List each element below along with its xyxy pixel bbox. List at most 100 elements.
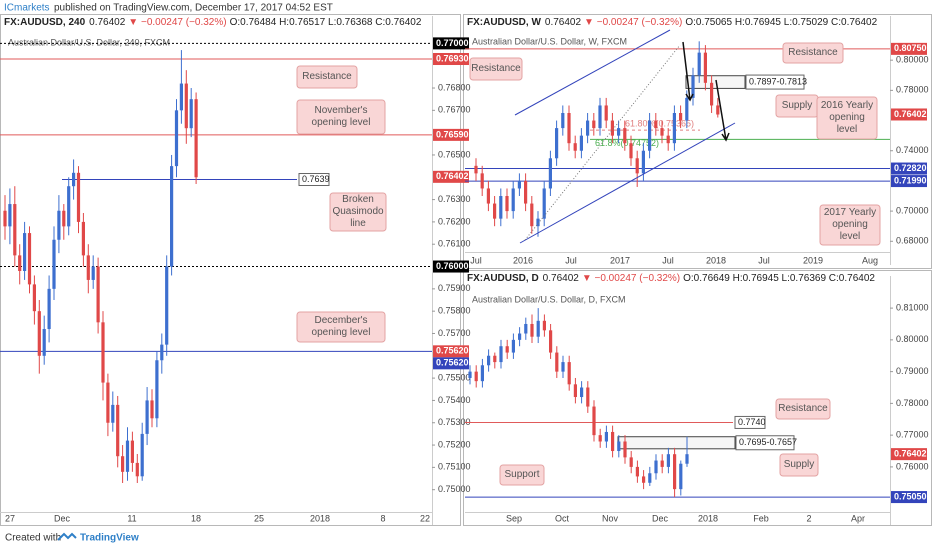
candle-body bbox=[62, 210, 66, 227]
price-badge bbox=[433, 357, 469, 370]
candle-body bbox=[27, 233, 32, 285]
price-badge bbox=[891, 42, 927, 55]
candle-body bbox=[486, 188, 490, 204]
callout-box bbox=[782, 42, 844, 64]
candle-body bbox=[52, 239, 56, 289]
candle-body bbox=[660, 128, 664, 136]
candle-body bbox=[499, 196, 503, 219]
y-tick-label: 0.77000 bbox=[896, 430, 929, 440]
candle-body bbox=[18, 255, 22, 271]
candle-body bbox=[548, 158, 552, 189]
level-label-box bbox=[298, 173, 330, 187]
callout-text: Resistance bbox=[788, 47, 838, 58]
x-tick-label: Jul bbox=[470, 255, 482, 265]
callout-box bbox=[775, 398, 831, 420]
candle-body bbox=[685, 97, 689, 121]
candle-body bbox=[623, 128, 627, 144]
last-price: 0.76402 bbox=[89, 17, 126, 28]
level-label: 0.7639 bbox=[302, 174, 330, 184]
y-tick-label: 0.75400 bbox=[438, 395, 471, 405]
x-tick-label: Jul bbox=[758, 255, 770, 265]
candle-body bbox=[679, 463, 683, 490]
level-label: 61.80%(0.75365) bbox=[625, 119, 694, 129]
callout: Supply bbox=[783, 459, 815, 470]
candle-body bbox=[691, 75, 695, 98]
price-badge-label: 0.76000 bbox=[436, 261, 469, 271]
candle-body bbox=[505, 346, 509, 353]
callout-text: Supply bbox=[781, 100, 813, 111]
candle-body bbox=[524, 180, 528, 204]
x-tick-label: Sep bbox=[506, 513, 522, 523]
brand-logo bbox=[57, 532, 77, 541]
x-tick-label: 25 bbox=[254, 513, 264, 523]
price-badge-label: 0.75620 bbox=[436, 358, 469, 368]
candle-body bbox=[654, 120, 658, 129]
y-tick-label: 0.81000 bbox=[896, 302, 929, 312]
candle-body bbox=[101, 322, 105, 383]
y-tick-label: 0.76200 bbox=[438, 216, 471, 226]
level-label: 61.8%(0.74752) bbox=[595, 138, 659, 148]
price-change: ▼ −0.00247 (−0.32%) bbox=[584, 17, 682, 28]
y-tick-label: 0.75700 bbox=[438, 328, 471, 338]
ohlc: O:0.75065 H:0.76945 L:0.75029 C:0.76402 bbox=[685, 17, 877, 28]
y-tick-label: 0.75800 bbox=[438, 306, 471, 316]
brand[interactable]: TradingView bbox=[80, 533, 139, 544]
candle-body bbox=[96, 266, 100, 323]
candle-body bbox=[3, 210, 7, 227]
callout-box bbox=[296, 99, 386, 135]
callout-text: November's opening level bbox=[311, 105, 371, 128]
candle-body bbox=[76, 172, 81, 222]
price-badge-label: 0.71990 bbox=[894, 175, 927, 185]
y-tick-label: 0.75900 bbox=[438, 283, 471, 293]
price-badge-label: 0.80750 bbox=[894, 43, 927, 53]
drawing bbox=[519, 122, 736, 244]
candle-body bbox=[111, 404, 115, 423]
callout-box bbox=[329, 192, 387, 232]
y-tick-label: 0.78000 bbox=[896, 85, 929, 95]
y-tick-label: 0.75300 bbox=[438, 417, 471, 427]
candle-body bbox=[13, 204, 17, 256]
x-tick-label: 2017 bbox=[610, 255, 630, 265]
callout-text: Support bbox=[504, 469, 540, 480]
candle-body bbox=[536, 320, 540, 337]
price-badge-label: 0.75050 bbox=[894, 491, 927, 501]
candle-body bbox=[106, 382, 110, 423]
callout-box bbox=[779, 453, 819, 477]
candle-body bbox=[617, 441, 621, 452]
supply-zone bbox=[685, 75, 746, 89]
candle-body bbox=[654, 460, 658, 474]
candle-body bbox=[474, 165, 478, 174]
callout-box bbox=[469, 57, 523, 81]
candle-body bbox=[592, 120, 596, 129]
x-tick-label: Jul bbox=[662, 255, 674, 265]
chart-title: Australian Dollar/U.S. Dollar, 240, FXCM bbox=[8, 37, 170, 47]
callout-text: Resistance bbox=[778, 403, 828, 414]
candle-body bbox=[480, 365, 484, 382]
y-tick-label: 0.68000 bbox=[896, 236, 929, 246]
candle-body bbox=[474, 371, 478, 382]
x-tick-label: Dec bbox=[54, 513, 71, 523]
candle-body bbox=[130, 440, 134, 463]
candle-body bbox=[511, 339, 515, 353]
candle-body bbox=[505, 196, 509, 212]
y-tick-label: 0.76800 bbox=[438, 82, 471, 92]
callout-text: Supply bbox=[783, 459, 815, 470]
y-tick-label: 0.76100 bbox=[438, 239, 471, 249]
level-label-box bbox=[734, 415, 766, 429]
x-tick-label: 2019 bbox=[803, 255, 823, 265]
symbol-header: FX:AUDUSD, 240 0.76402 ▼ −0.00247 (−0.32%)… bbox=[4, 17, 422, 28]
x-tick-label: Jul bbox=[565, 255, 577, 265]
author[interactable]: ICmarkets bbox=[4, 3, 50, 14]
candle-body bbox=[140, 433, 144, 477]
callout: Support bbox=[504, 469, 540, 480]
candle-body bbox=[37, 311, 41, 356]
y-tick-label: 0.75200 bbox=[438, 439, 471, 449]
callout: Resistance bbox=[788, 47, 838, 58]
callout-text: 2017 Yearly opening level bbox=[823, 207, 877, 242]
candle-body bbox=[561, 113, 565, 129]
price-badge-label: 0.76590 bbox=[436, 129, 469, 139]
y-tick-label: 0.76000 bbox=[896, 461, 929, 471]
x-tick-label: 8 bbox=[380, 513, 385, 523]
